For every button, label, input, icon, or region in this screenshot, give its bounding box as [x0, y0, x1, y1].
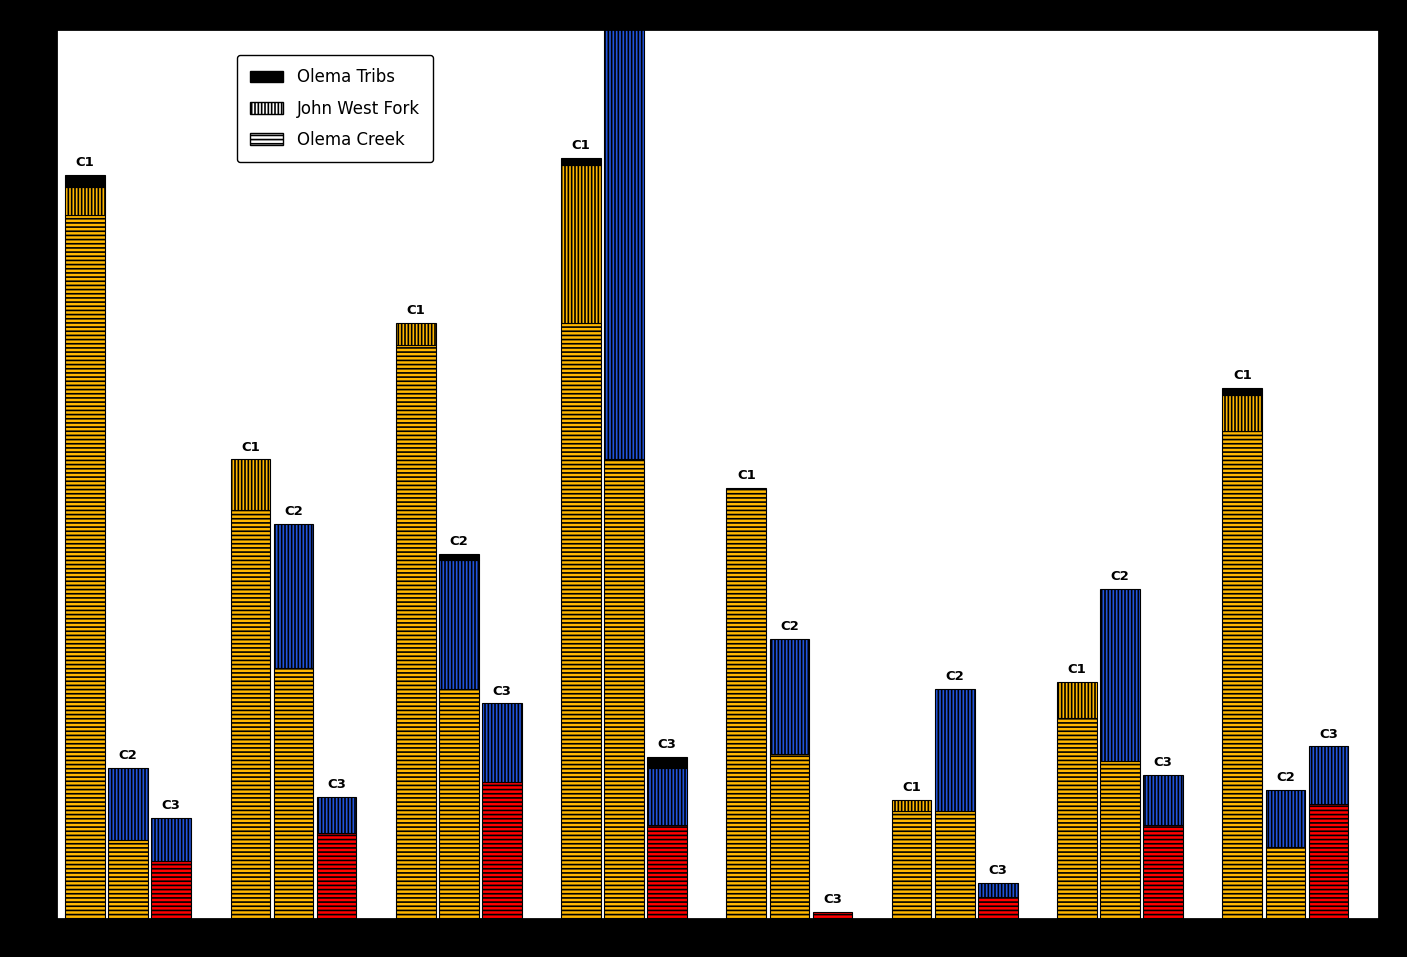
Bar [65, 187, 106, 215]
Bar [483, 703, 522, 783]
Bar [1144, 825, 1183, 919]
Bar [1057, 681, 1097, 718]
Bar [152, 861, 191, 919]
Bar [604, 459, 644, 919]
Bar [1100, 589, 1140, 761]
Bar [647, 768, 687, 825]
Text: C2: C2 [779, 620, 799, 634]
Bar [813, 911, 853, 919]
Text: C1: C1 [571, 139, 591, 152]
Bar [770, 754, 809, 919]
Bar [65, 175, 106, 187]
Bar [1265, 790, 1306, 847]
Text: C2: C2 [284, 505, 303, 519]
Text: C1: C1 [1233, 368, 1252, 382]
Bar [726, 488, 767, 919]
Bar [934, 689, 975, 811]
Bar [978, 898, 1017, 919]
Bar [395, 345, 436, 919]
Bar [892, 799, 931, 811]
Bar [231, 509, 270, 919]
Bar [1309, 746, 1348, 804]
Bar [604, 0, 644, 459]
Text: C1: C1 [407, 304, 425, 317]
Text: C3: C3 [823, 893, 841, 905]
Text: C3: C3 [1154, 756, 1172, 769]
Bar [439, 560, 478, 689]
Bar [439, 689, 478, 919]
Bar [1265, 847, 1306, 919]
Bar [1223, 394, 1262, 431]
Bar [934, 811, 975, 919]
Bar [317, 796, 356, 833]
Bar [439, 554, 478, 560]
Text: C1: C1 [76, 156, 94, 169]
Bar [770, 639, 809, 754]
Bar [1309, 804, 1348, 919]
Bar [1223, 388, 1262, 394]
Bar [65, 215, 106, 919]
Bar [1144, 775, 1183, 825]
Bar [561, 158, 601, 165]
Bar [892, 811, 931, 919]
Bar [1223, 431, 1262, 919]
Bar [561, 323, 601, 919]
Bar [395, 323, 436, 345]
Text: C1: C1 [241, 440, 260, 454]
Text: C3: C3 [989, 864, 1007, 877]
Text: C2: C2 [1276, 770, 1294, 784]
Bar [561, 165, 601, 323]
Text: C3: C3 [492, 684, 511, 698]
Text: C3: C3 [162, 799, 180, 812]
Text: C2: C2 [1110, 569, 1130, 583]
Bar [108, 840, 148, 919]
Text: C1: C1 [737, 469, 756, 482]
Text: C3: C3 [658, 738, 677, 750]
Legend: Olema Tribs, John West Fork, Olema Creek: Olema Tribs, John West Fork, Olema Creek [236, 55, 433, 162]
Bar [273, 523, 314, 668]
Bar [108, 768, 148, 840]
Text: C1: C1 [1068, 663, 1086, 676]
Bar [152, 818, 191, 861]
Text: C1: C1 [902, 781, 922, 793]
Bar [273, 668, 314, 919]
Bar [978, 882, 1017, 898]
Text: C2: C2 [946, 670, 964, 683]
Bar [1057, 718, 1097, 919]
Text: C3: C3 [328, 778, 346, 790]
Text: C3: C3 [1320, 727, 1338, 741]
Bar [483, 783, 522, 919]
Text: C2: C2 [449, 535, 469, 548]
Text: C2: C2 [118, 749, 138, 762]
Bar [647, 825, 687, 919]
Bar [231, 459, 270, 509]
Bar [647, 756, 687, 768]
Bar [1100, 761, 1140, 919]
Bar [317, 833, 356, 919]
